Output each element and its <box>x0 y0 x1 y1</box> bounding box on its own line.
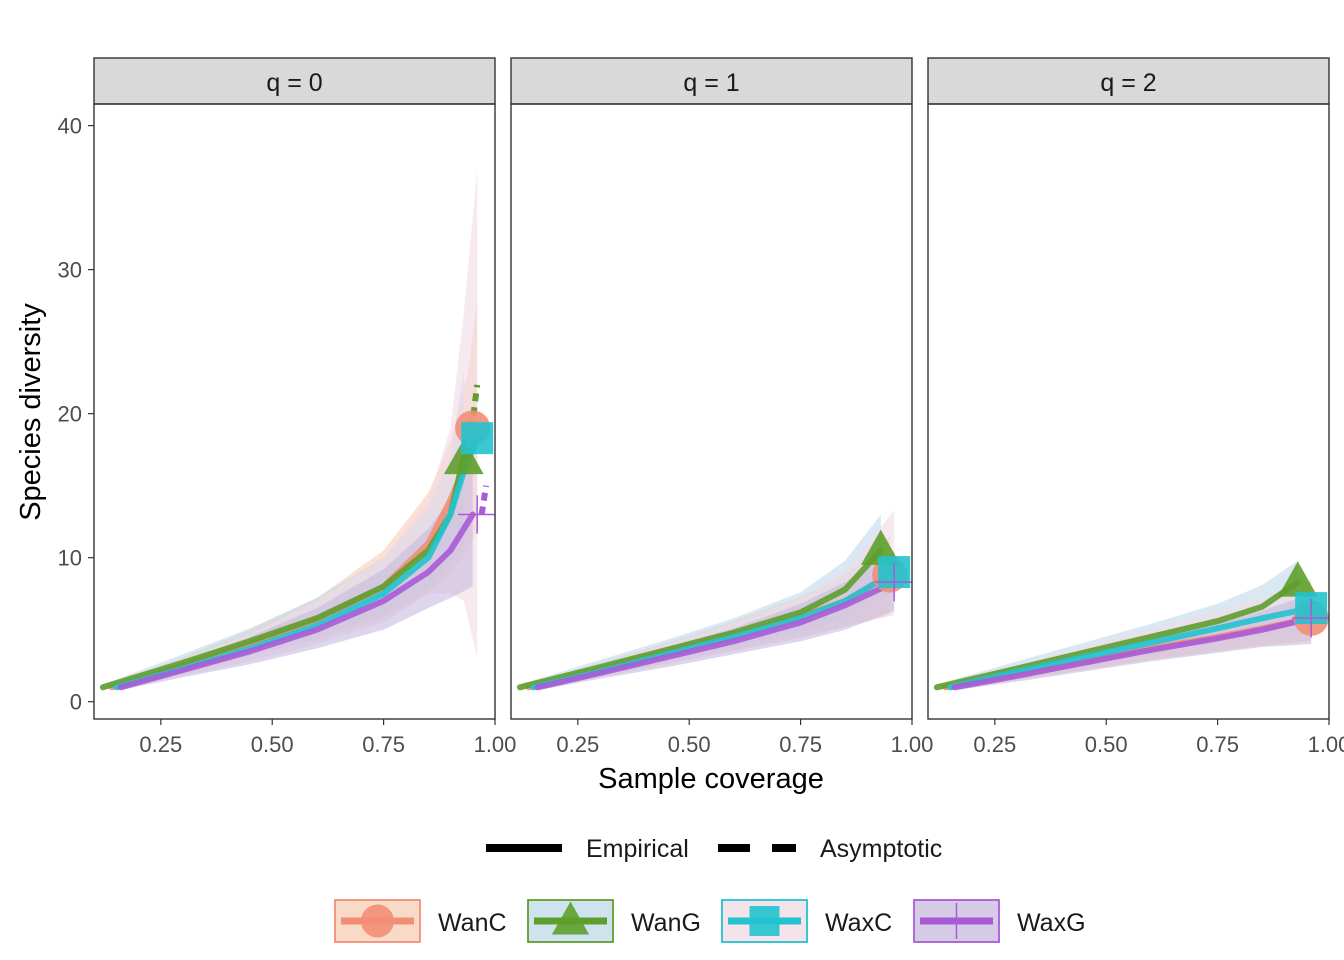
legend-key-marker <box>361 904 394 938</box>
facet-strip <box>510 57 913 105</box>
x-tick-label: 0.75 <box>362 732 405 757</box>
panel-2: q = 1 0.25 0.50 0.75 1.00 <box>510 57 934 757</box>
observed-point-waxg <box>1291 598 1329 638</box>
facet-strip-label: q = 0 <box>266 69 322 97</box>
ribbon-waxc <box>116 168 478 691</box>
legend-item-label: WaxG <box>1017 909 1086 937</box>
legend-asymptotic-label: Asymptotic <box>820 835 942 863</box>
x-tick-label: 0.25 <box>556 732 599 757</box>
panel-border <box>510 103 913 720</box>
x-tick-label: 1.00 <box>1308 732 1344 757</box>
panel-data <box>99 168 495 691</box>
x-tick-label: 0.25 <box>973 732 1016 757</box>
panel-border <box>927 103 1330 720</box>
facet-panels: q = 0 0.25 0.50 0.75 1.00 0 10 20 30 40 q = 1 0.25 0… <box>58 57 1344 757</box>
line-waxg <box>117 511 476 691</box>
facet-strip-label: q = 1 <box>683 69 739 97</box>
x-tick-label: 0.75 <box>779 732 822 757</box>
line-waxg <box>534 579 898 691</box>
x-tick-label: 0.75 <box>1196 732 1239 757</box>
legend-item-waxg: WaxG <box>913 899 1086 943</box>
legend-key-marker <box>551 901 590 935</box>
panel-data <box>933 560 1329 691</box>
facet-strip-label: q = 2 <box>1100 69 1156 97</box>
asymptotic-wang <box>465 384 481 458</box>
legend-empirical-label: Empirical <box>586 835 689 863</box>
x-tick-label: 0.25 <box>139 732 182 757</box>
y-tick-label: 10 <box>58 546 82 571</box>
y-axis-title: Species diversity <box>15 303 47 521</box>
observed-point-waxc <box>461 422 494 455</box>
y-tick-label: 0 <box>70 690 82 715</box>
panel-border <box>93 103 496 720</box>
legend-key-marker <box>938 903 975 939</box>
line-wang <box>516 547 884 691</box>
x-tick-label: 0.50 <box>1085 732 1128 757</box>
y-tick-label: 30 <box>58 258 82 283</box>
observed-point-waxg <box>874 562 912 602</box>
x-tick-label: 1.00 <box>474 732 517 757</box>
legend-item-label: WanC <box>438 909 507 937</box>
linetype-legend: Empirical Asymptotic <box>486 835 942 863</box>
ribbon-waxg <box>120 456 473 691</box>
facet-strip <box>93 57 496 105</box>
legend-item-label: WaxC <box>825 909 892 937</box>
legend-key-marker <box>749 906 780 936</box>
line-waxc <box>947 605 1315 691</box>
observed-point-wang <box>1277 561 1318 597</box>
legend-item-wanc: WanC <box>334 899 507 943</box>
x-tick-label: 0.50 <box>668 732 711 757</box>
panel-1: q = 0 0.25 0.50 0.75 1.00 0 10 20 30 40 <box>58 57 517 757</box>
observed-point-wang <box>860 529 901 565</box>
observed-point-wang <box>443 438 484 475</box>
line-waxg <box>951 615 1315 691</box>
facet-strip <box>927 57 1330 105</box>
legend-item-waxc: WaxC <box>721 899 892 943</box>
legend-item-wang: WanG <box>527 899 701 943</box>
panel-3: q = 2 0.25 0.50 0.75 1.00 <box>927 57 1344 757</box>
y-tick-label: 20 <box>58 402 82 427</box>
observed-point-waxg <box>457 495 495 534</box>
x-tick-label: 0.50 <box>251 732 294 757</box>
asymptotic-waxg <box>478 485 490 515</box>
series-legend: WanC WanG WaxC WaxG <box>334 899 1086 943</box>
y-tick-label: 40 <box>58 114 82 139</box>
x-axis-title: Sample coverage <box>598 763 824 795</box>
legend-item-label: WanG <box>631 909 701 937</box>
x-tick-label: 1.00 <box>891 732 934 757</box>
panel-data <box>516 510 912 691</box>
